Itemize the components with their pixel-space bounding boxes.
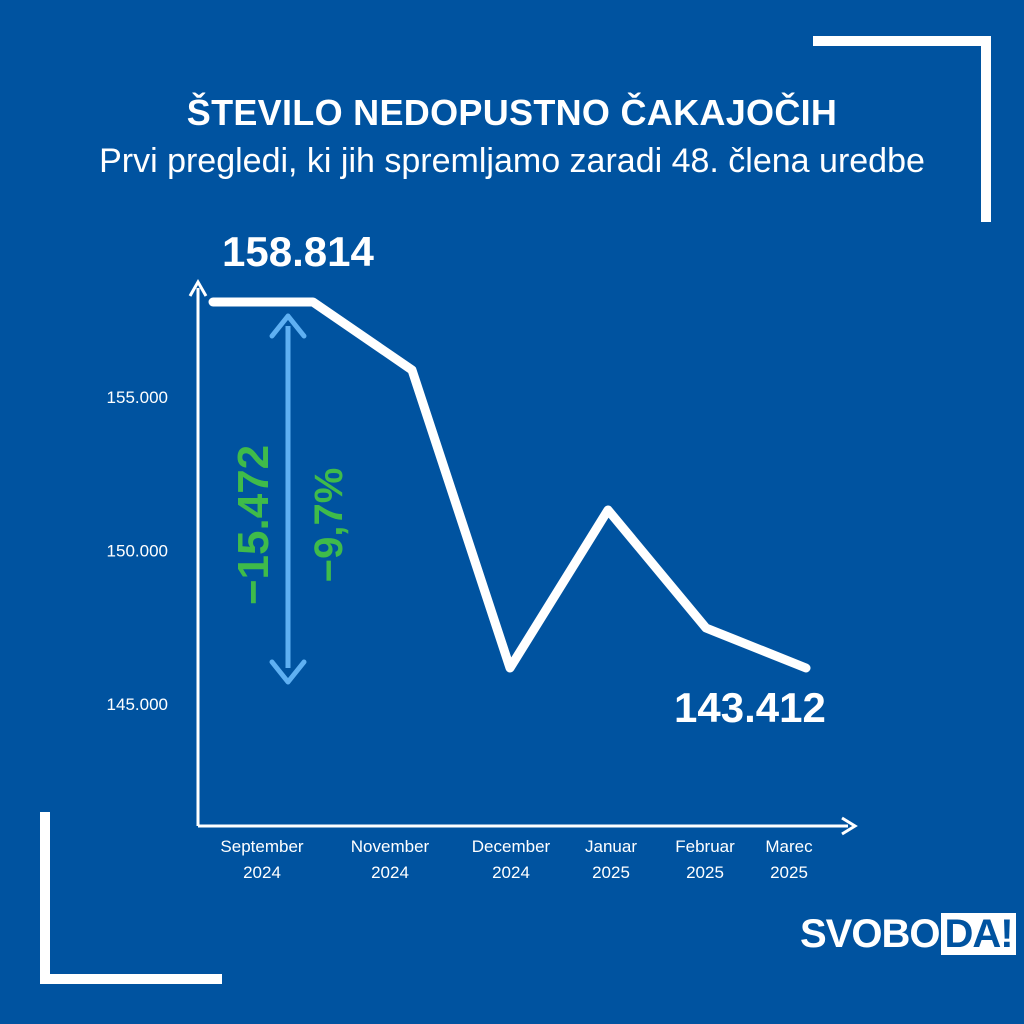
chart-title: ŠTEVILO NEDOPUSTNO ČAKAJOČIH [186, 92, 838, 133]
series-line [208, 297, 811, 673]
start-value-label: 158.814 [222, 228, 374, 275]
chart-axes [188, 278, 858, 836]
x-tick-label: 2024 [243, 863, 281, 882]
x-tick-label: 2024 [371, 863, 409, 882]
x-tick-labels: September 2024 November 2024 December 2024 Jan… [220, 837, 813, 882]
y-axis-arrowhead [188, 278, 208, 297]
x-tick-label: 2024 [492, 863, 530, 882]
x-tick-label: Marec [765, 837, 813, 856]
percent-label: −9,7% [307, 468, 351, 583]
x-tick-label: November [351, 837, 430, 856]
x-tick-label: December [472, 837, 551, 856]
svoboda-logo: SVOBO DA! [800, 912, 1016, 956]
decorative-corner-bottom-left [40, 812, 222, 984]
x-tick-label: 2025 [592, 863, 630, 882]
logo-text-part2: DA! [941, 913, 1016, 955]
difference-arrow-head-top [269, 313, 307, 339]
x-tick-label: 2025 [686, 863, 724, 882]
y-tick-label: 145.000 [107, 695, 168, 714]
series-line-group [208, 297, 811, 673]
x-tick-label: September [220, 837, 303, 856]
logo-text-part1: SVOBO [800, 911, 940, 956]
x-tick-label: 2025 [770, 863, 808, 882]
y-tick-label: 155.000 [107, 388, 168, 407]
y-tick-label: 150.000 [107, 542, 168, 561]
x-axis-arrowhead [841, 816, 858, 836]
annotations: 158.814 143.412 −15.472 −9,7% [222, 228, 826, 731]
difference-arrow-head-bottom [269, 659, 307, 685]
x-tick-label: Januar [585, 837, 637, 856]
chart-subtitle: Prvi pregledi, ki jih spremljamo zaradi … [99, 142, 925, 180]
difference-label: −15.472 [229, 445, 278, 605]
end-value-label: 143.412 [674, 684, 826, 731]
decorative-corner-top-right [813, 36, 991, 222]
y-tick-labels: 155.000 150.000 145.000 [107, 388, 168, 714]
x-tick-label: Februar [675, 837, 735, 856]
